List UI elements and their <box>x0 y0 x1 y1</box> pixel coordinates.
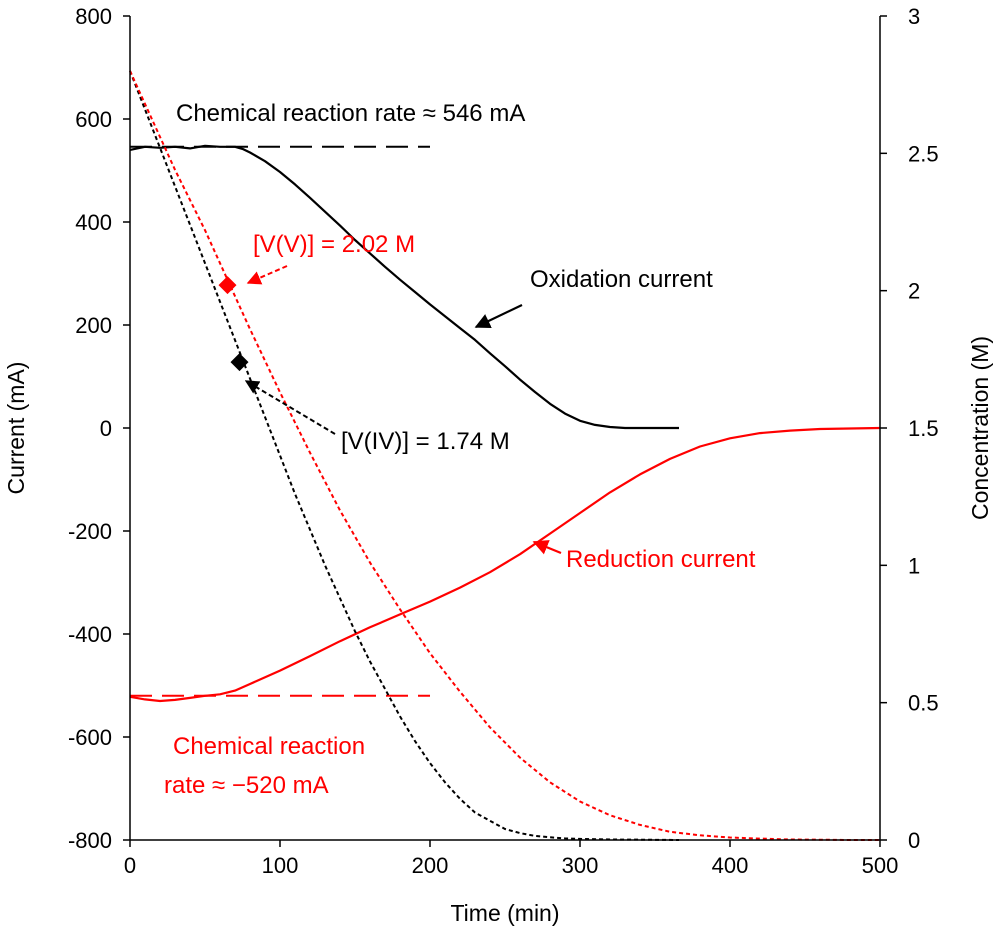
y-tick-label: -800 <box>68 828 112 853</box>
marker-diamond-1 <box>230 353 249 372</box>
y-tick-label: -600 <box>68 725 112 750</box>
y-axis-title: Current (mA) <box>3 362 29 495</box>
y2-tick-label: 3 <box>908 4 920 29</box>
annotation-v5: [V(V)] = 2.02 M <box>253 231 415 258</box>
series-line-3 <box>129 70 880 841</box>
x-tick-label: 100 <box>262 853 299 878</box>
annotation-oxidation: Oxidation current <box>530 266 713 293</box>
y-tick-label: 400 <box>75 210 112 235</box>
y2-tick-label: 0 <box>908 828 920 853</box>
y2-tick-label: 1.5 <box>908 416 939 441</box>
x-tick-label: 500 <box>862 853 899 878</box>
x-tick-label: 200 <box>412 853 449 878</box>
annotation-chem-rate-red-1: Chemical reaction <box>173 733 365 760</box>
arrow-reduction <box>532 540 562 555</box>
annotation-chem-rate-red-2: rate ≈ −520 mA <box>164 772 329 799</box>
series-line-2 <box>129 70 680 841</box>
arrow-v4 <box>244 380 336 435</box>
y2-tick-label: 2.5 <box>908 141 939 166</box>
series-line-0 <box>129 144 679 430</box>
annotation-chem-rate-ox: Chemical reaction rate ≈ 546 mA <box>176 100 525 127</box>
y-tick-label: 800 <box>75 4 112 29</box>
x-tick-label: 0 <box>124 853 136 878</box>
y-tick-label: -200 <box>68 519 112 544</box>
marker-diamond-0 <box>218 276 237 295</box>
ticks-layer: 0 100 200 300 400 500 800 600 400 200 0 -200 -400 -60… <box>68 4 939 878</box>
y-tick-label: 600 <box>75 107 112 132</box>
annotation-reduction: Reduction current <box>566 546 756 573</box>
y-tick-label: 200 <box>75 313 112 338</box>
annotation-v4: [V(IV)] = 1.74 M <box>341 428 510 455</box>
x-tick-label: 400 <box>712 853 749 878</box>
y-tick-label: -400 <box>68 622 112 647</box>
y-tick-label: 0 <box>100 416 112 441</box>
series-line-1 <box>129 426 881 703</box>
x-tick-label: 300 <box>562 853 599 878</box>
x-axis-title: Time (min) <box>450 900 559 926</box>
arrow-oxidation <box>474 304 523 328</box>
y2-tick-label: 1 <box>908 553 920 578</box>
y2-tick-label: 0.5 <box>908 691 939 716</box>
y2-axis-title: Concentration (M) <box>967 336 993 520</box>
y2-tick-label: 2 <box>908 279 920 304</box>
arrow-v5 <box>246 265 288 285</box>
series-layer <box>129 70 881 841</box>
